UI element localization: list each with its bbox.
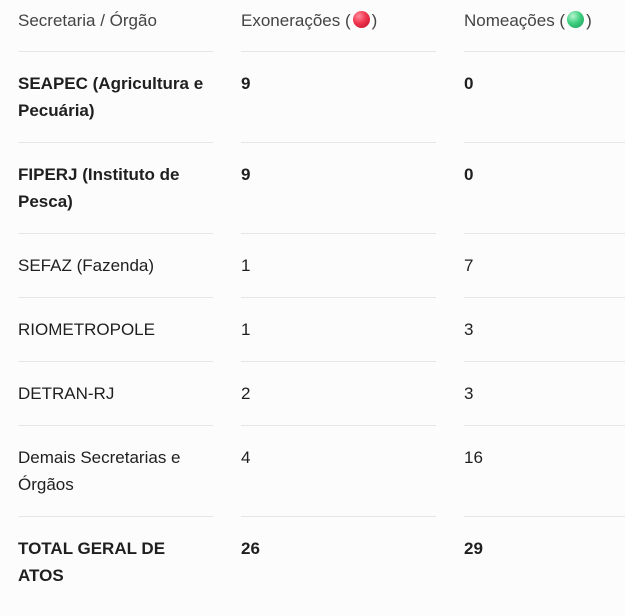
header-cell: Exonerações () <box>241 0 436 51</box>
header-suffix: ) <box>586 11 592 30</box>
status-icon <box>352 11 370 28</box>
header-cell: Secretaria / Órgão <box>18 0 213 51</box>
count-cell: 1 <box>241 233 436 297</box>
row-label: TOTAL GERAL DE ATOS <box>18 516 213 607</box>
count-cell: 3 <box>464 361 625 425</box>
header-label: Secretaria / Órgão <box>18 11 157 30</box>
count-cell: 0 <box>464 142 625 233</box>
count-cell: 29 <box>464 516 625 607</box>
header-suffix: ) <box>371 11 378 30</box>
header-cell: Nomeações () <box>464 0 625 51</box>
count-cell: 4 <box>241 425 436 516</box>
count-cell: 1 <box>241 297 436 361</box>
row-label: SEFAZ (Fazenda) <box>18 233 213 297</box>
row-label: FIPERJ (Instituto de Pesca) <box>18 142 213 233</box>
count-cell: 26 <box>241 516 436 607</box>
status-icon <box>567 11 585 28</box>
count-cell: 16 <box>464 425 625 516</box>
header-label: Nomeações ( <box>464 11 566 30</box>
header-label: Exonerações ( <box>241 11 351 30</box>
count-cell: 9 <box>241 142 436 233</box>
count-cell: 7 <box>464 233 625 297</box>
row-label: Demais Secretarias e Órgãos <box>18 425 213 516</box>
count-cell: 2 <box>241 361 436 425</box>
count-cell: 0 <box>464 51 625 142</box>
count-cell: 3 <box>464 297 625 361</box>
count-cell: 9 <box>241 51 436 142</box>
row-label: DETRAN-RJ <box>18 361 213 425</box>
row-label: SEAPEC (Agricultura e Pecuária) <box>18 51 213 142</box>
row-label: RIOMETROPOLE <box>18 297 213 361</box>
